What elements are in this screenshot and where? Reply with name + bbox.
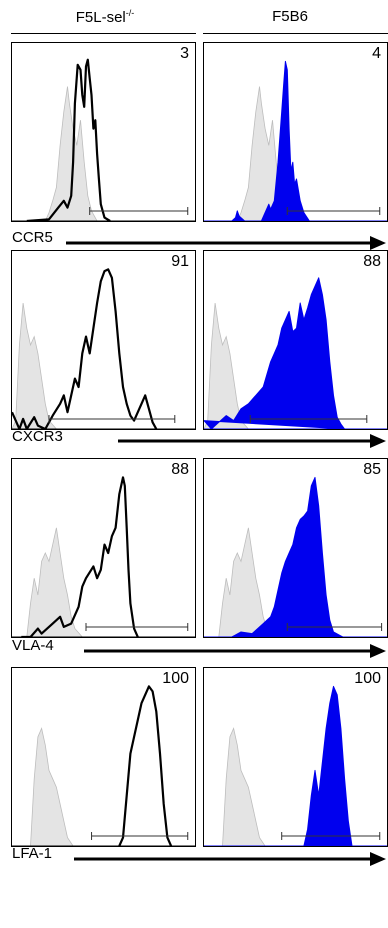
marker-label-lfa-1: LFA-1	[12, 845, 53, 862]
control-histogram	[12, 302, 57, 429]
histogram-panel-lfa-1-f5b6: 100	[203, 667, 388, 847]
histogram-panel-ccr5-f5lsel: 3	[11, 42, 196, 222]
percent-positive-label: 91	[171, 253, 189, 270]
histogram-panel-cxcr3-f5lsel: 91	[11, 250, 196, 430]
column-header-label: F5B6	[272, 8, 308, 25]
axis-arrow-ccr5	[66, 236, 386, 250]
histogram-panel-vla-4-f5lsel: 88	[11, 458, 196, 638]
column-header-label: F5L-sel	[75, 9, 126, 26]
header-underline-f5lsel	[11, 33, 196, 34]
sample-histogram	[12, 268, 158, 429]
column-header-f5lsel: F5L-sel-/-	[30, 8, 180, 26]
histogram-svg	[204, 476, 387, 637]
histogram-svg	[12, 476, 195, 637]
marker-label-cxcr3: CXCR3	[12, 428, 63, 445]
histogram-panel-lfa-1-f5lsel: 100	[11, 667, 196, 847]
histogram-svg	[12, 268, 195, 429]
percent-positive-label: 3	[180, 45, 189, 62]
sample-histogram	[118, 685, 173, 846]
histogram-panel-ccr5-f5b6: 4	[203, 42, 388, 222]
axis-arrow-lfa-1	[74, 852, 386, 866]
control-histogram	[222, 727, 266, 846]
marker-label-ccr5: CCR5	[12, 229, 53, 246]
control-histogram	[44, 86, 98, 221]
axis-arrow-vla-4	[84, 644, 386, 658]
column-header-f5b6: F5B6	[215, 8, 365, 25]
percent-positive-label: 88	[171, 461, 189, 478]
sample-histogram	[26, 58, 111, 221]
histogram-panel-vla-4-f5b6: 85	[203, 458, 388, 638]
percent-positive-label: 88	[363, 253, 381, 270]
histogram-panel-cxcr3-f5b6: 88	[203, 250, 388, 430]
histogram-svg	[204, 685, 387, 846]
control-histogram	[30, 727, 74, 846]
sample-histogram	[204, 277, 346, 429]
control-histogram	[26, 527, 83, 637]
sample-histogram	[231, 60, 310, 221]
header-underline-f5b6	[203, 33, 388, 34]
axis-arrow-cxcr3	[118, 434, 386, 448]
percent-positive-label: 100	[162, 670, 189, 687]
histogram-svg	[12, 58, 195, 221]
marker-label-vla-4: VLA-4	[12, 637, 54, 654]
percent-positive-label: 100	[354, 670, 381, 687]
sample-histogram	[303, 685, 353, 846]
percent-positive-label: 85	[363, 461, 381, 478]
column-header-superscript: -/-	[125, 8, 135, 18]
sample-histogram	[231, 476, 344, 637]
histogram-svg	[12, 685, 195, 846]
percent-positive-label: 4	[372, 45, 381, 62]
sample-histogram	[21, 476, 139, 637]
histogram-svg	[204, 277, 387, 429]
histogram-svg	[204, 60, 387, 221]
